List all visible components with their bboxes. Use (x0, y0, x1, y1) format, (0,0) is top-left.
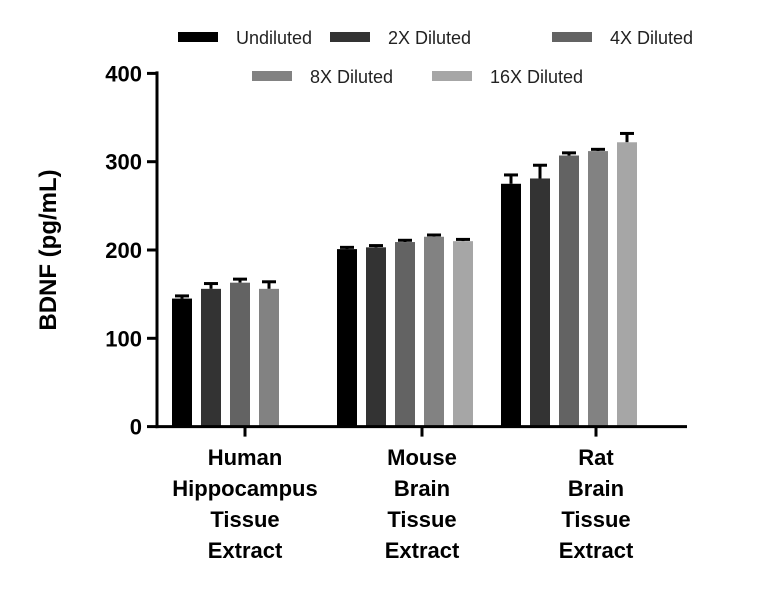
bar-undiluted (172, 298, 192, 427)
y-tick-label: 400 (105, 61, 142, 86)
bar-8x-diluted (424, 236, 444, 427)
bars (172, 131, 637, 427)
x-category-label: Mouse (387, 445, 457, 470)
bar-2x-diluted (530, 178, 550, 427)
y-tick-label: 0 (130, 415, 142, 440)
bar-undiluted (501, 183, 521, 427)
x-category-label: Extract (208, 538, 283, 563)
legend-swatch (178, 32, 218, 42)
legend-swatch (432, 71, 472, 81)
legend-label: 8X Diluted (310, 67, 393, 87)
y-tick-label: 100 (105, 326, 142, 351)
legend-label: 2X Diluted (388, 28, 471, 48)
legend-label: 4X Diluted (610, 28, 693, 48)
x-category-label: Human (208, 445, 283, 470)
bar-4x-diluted (230, 282, 250, 427)
bar-2x-diluted (201, 288, 221, 427)
legend-swatch (252, 71, 292, 81)
bar-undiluted (337, 249, 357, 427)
bar-16x-diluted (617, 142, 637, 427)
x-axis: Human Hippocampus Tissue Extract Mouse Brain T… (155, 425, 687, 563)
y-tick-label: 300 (105, 150, 142, 175)
x-category-label: Brain (568, 476, 624, 501)
legend-swatch (552, 32, 592, 42)
bar-8x-diluted (588, 151, 608, 427)
bar-4x-diluted (559, 155, 579, 427)
y-axis-label: BDNF (pg/mL) (35, 169, 62, 330)
x-category-label: Extract (559, 538, 634, 563)
bar-16x-diluted (453, 241, 473, 427)
bar-8x-diluted (259, 288, 279, 427)
x-category-label: Brain (394, 476, 450, 501)
x-category-label: Hippocampus (172, 476, 317, 501)
y-axis: 0 100 200 300 400 (105, 61, 159, 440)
bar-2x-diluted (366, 247, 386, 427)
legend-label: 16X Diluted (490, 67, 583, 87)
x-category-label: Rat (578, 445, 614, 470)
legend-swatch (330, 32, 370, 42)
legend-label: Undiluted (236, 28, 312, 48)
x-category-label: Tissue (387, 507, 456, 532)
y-tick-label: 200 (105, 238, 142, 263)
x-category-label: Extract (385, 538, 460, 563)
legend: Undiluted 2X Diluted 4X Diluted 8X Diluted 1… (178, 28, 693, 87)
x-category-label: Tissue (210, 507, 279, 532)
bar-4x-diluted (395, 242, 415, 427)
x-category-label: Tissue (561, 507, 630, 532)
